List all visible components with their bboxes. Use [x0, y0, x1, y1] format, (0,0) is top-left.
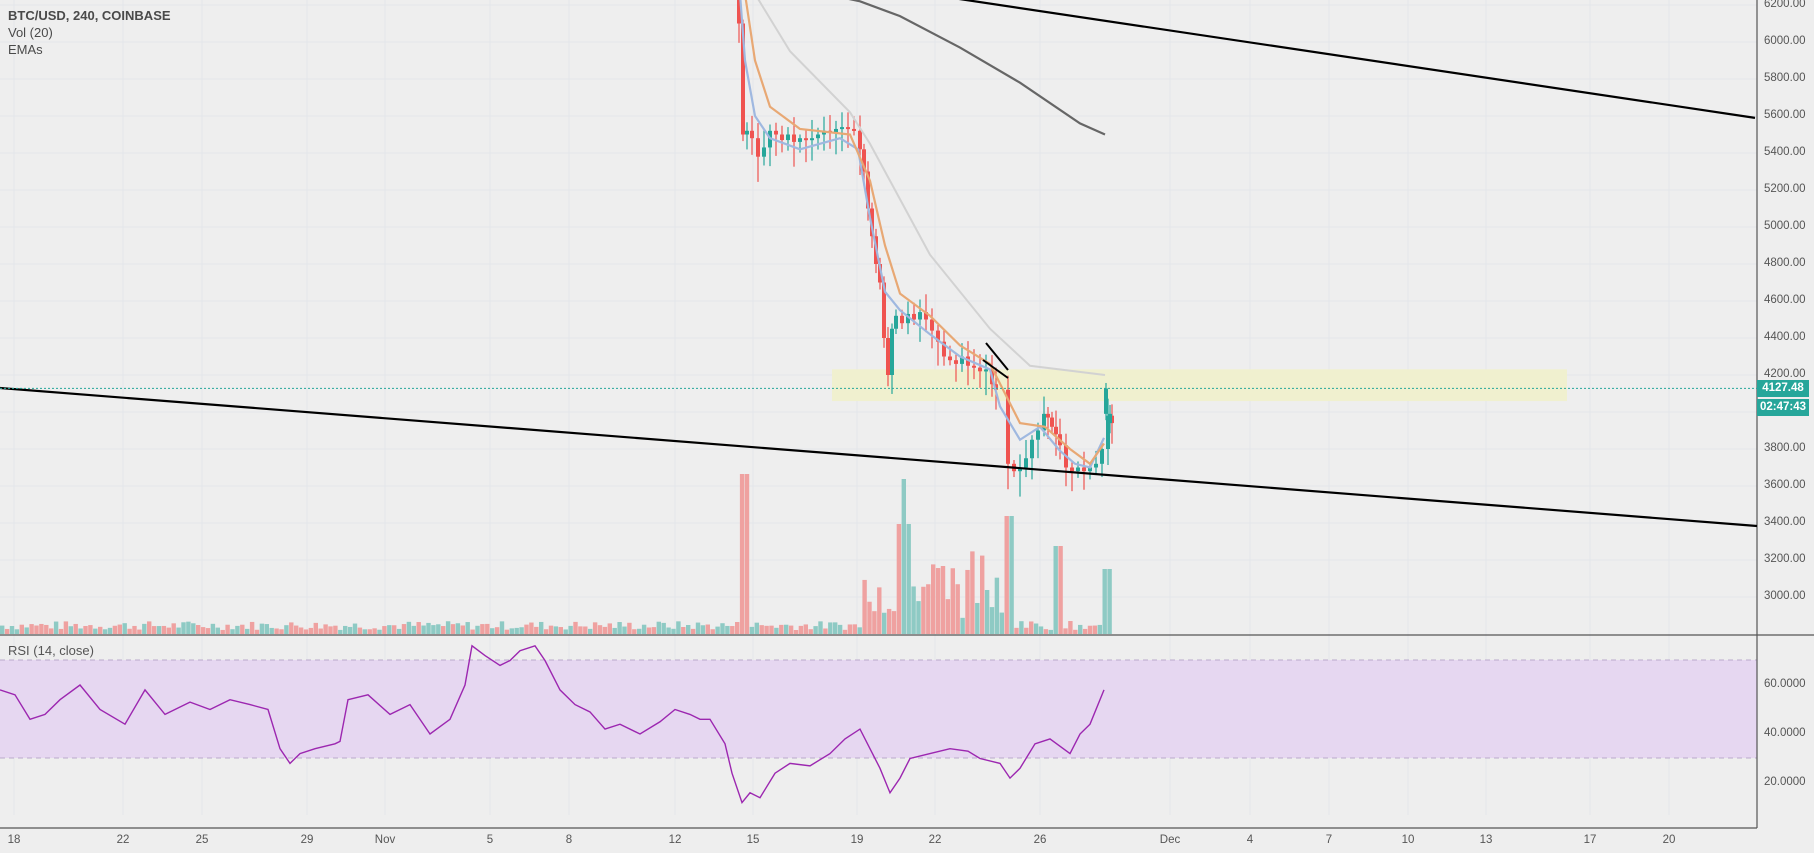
last-price-tag: 4127.48: [1757, 380, 1809, 397]
time-tick-label: 22: [116, 834, 130, 846]
rsi-indicator-label[interactable]: RSI (14, close): [8, 643, 94, 658]
time-tick-label: 22: [928, 834, 942, 846]
ema-mid-line: [744, 0, 1105, 466]
price-tick-label: 5400.00: [1764, 146, 1806, 158]
time-tick-label: 13: [1479, 834, 1493, 846]
time-tick-label: 29: [300, 834, 314, 846]
price-tick-label: 3000.00: [1764, 590, 1806, 602]
wedge-lower-line: [982, 359, 1009, 379]
price-tick-label: 3800.00: [1764, 442, 1806, 454]
price-tick-label: 5800.00: [1764, 72, 1806, 84]
chart-legend: BTC/USD, 240, COINBASE Vol (20) EMAs: [8, 7, 171, 58]
time-tick-label: 15: [746, 834, 760, 846]
price-tick-label: 6000.00: [1764, 35, 1806, 47]
rsi-line: [0, 644, 1105, 805]
price-tick-label: 6200.00: [1764, 0, 1806, 10]
time-tick-label: 5: [486, 834, 494, 846]
countdown-tag: 02:47:43: [1757, 399, 1809, 416]
price-tick-label: 4800.00: [1764, 257, 1806, 269]
time-tick-label: 10: [1401, 834, 1415, 846]
time-tick-label: 19: [850, 834, 864, 846]
ema-long-line: [848, 0, 1106, 136]
price-tick-label: 3400.00: [1764, 516, 1806, 528]
channel-upper-trendline: [958, 0, 1756, 119]
price-tick-label: 3600.00: [1764, 479, 1806, 491]
time-tick-label: Nov: [374, 834, 396, 846]
time-tick-label: 25: [195, 834, 209, 846]
ema-slow-line: [757, 0, 1106, 376]
price-tick-label: 3200.00: [1764, 553, 1806, 565]
time-tick-label: 20: [1662, 834, 1676, 846]
rsi-tick-label: 40.0000: [1764, 727, 1806, 739]
time-tick-label: 18: [7, 834, 21, 846]
price-tick-label: 4400.00: [1764, 331, 1806, 343]
time-tick-label: 4: [1246, 834, 1254, 846]
indicator-volume[interactable]: Vol (20): [8, 25, 53, 40]
time-tick-label: 12: [668, 834, 682, 846]
price-tick-label: 4600.00: [1764, 294, 1806, 306]
symbol-title[interactable]: BTC/USD, 240, COINBASE: [8, 8, 171, 23]
volume-bars: [0, 474, 1112, 634]
support-resistance-zone: [832, 369, 1567, 402]
time-tick-label: 8: [565, 834, 573, 846]
price-tick-label: 5600.00: [1764, 109, 1806, 121]
ema-fast-line: [739, 0, 1105, 469]
price-tick-label: 4200.00: [1764, 368, 1806, 380]
time-tick-label: 26: [1033, 834, 1047, 846]
price-tick-label: 5000.00: [1764, 220, 1806, 232]
rsi-band: [0, 660, 1757, 758]
time-tick-label: 17: [1583, 834, 1597, 846]
wedge-upper-line: [985, 342, 1009, 371]
price-tick-label: 5200.00: [1764, 183, 1806, 195]
time-tick-label: 7: [1325, 834, 1333, 846]
rsi-tick-label: 20.0000: [1764, 776, 1806, 788]
rsi-tick-label: 60.0000: [1764, 678, 1806, 690]
time-tick-label: Dec: [1159, 834, 1181, 846]
indicator-emas[interactable]: EMAs: [8, 42, 43, 57]
channel-lower-trendline: [0, 386, 1758, 528]
